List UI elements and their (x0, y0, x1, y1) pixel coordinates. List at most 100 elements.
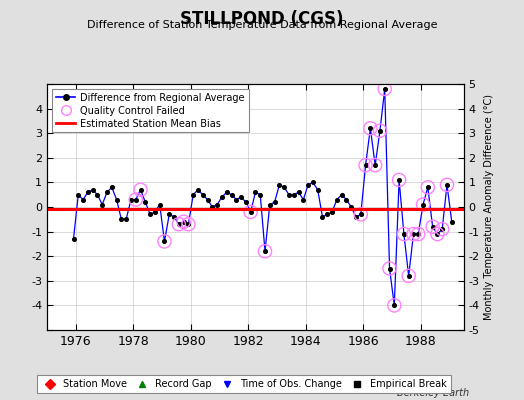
Point (429, 224, 437, 230)
Point (227, 192, 236, 198)
Point (423, 184, 432, 190)
Point (141, 199, 149, 205)
Point (261, 248, 269, 254)
Point (170, 214, 178, 220)
Point (429, 224, 437, 230)
Point (132, 196, 140, 203)
Point (93, 192, 102, 198)
Point (309, 179, 317, 186)
Point (395, 177, 403, 183)
Point (194, 186, 202, 193)
Point (337, 192, 346, 198)
Point (376, 128, 384, 134)
Point (179, 218, 188, 225)
Point (156, 201, 164, 208)
Point (290, 192, 298, 198)
Point (390, 302, 398, 309)
Point (203, 196, 212, 203)
Point (84, 189, 92, 196)
Legend: Station Move, Record Gap, Time of Obs. Change, Empirical Break: Station Move, Record Gap, Time of Obs. C… (37, 375, 451, 393)
Point (380, 86, 389, 92)
Point (113, 196, 121, 203)
Point (423, 184, 432, 190)
Text: Difference of Station Temperature Data from Regional Average: Difference of Station Temperature Data f… (87, 20, 437, 30)
Point (136, 186, 145, 193)
Point (151, 209, 159, 215)
Point (208, 204, 216, 210)
Point (371, 162, 379, 168)
Point (328, 209, 336, 215)
Point (275, 182, 283, 188)
Text: Berkeley Earth: Berkeley Earth (397, 388, 469, 398)
Point (103, 189, 111, 196)
Point (136, 186, 145, 193)
Point (189, 192, 198, 198)
Point (342, 196, 351, 203)
Point (165, 211, 173, 218)
Point (223, 189, 231, 196)
Point (362, 162, 370, 168)
Point (443, 182, 451, 188)
Point (385, 265, 394, 272)
Point (98, 201, 106, 208)
Point (184, 221, 193, 228)
Point (380, 86, 389, 92)
Point (299, 196, 308, 203)
Point (362, 162, 370, 168)
Point (146, 211, 154, 218)
Point (160, 238, 169, 245)
Point (218, 194, 226, 200)
Point (395, 177, 403, 183)
Legend: Difference from Regional Average, Quality Control Failed, Estimated Station Mean: Difference from Regional Average, Qualit… (52, 89, 248, 132)
Point (261, 248, 269, 254)
Point (89, 186, 97, 193)
Point (74, 192, 82, 198)
Point (246, 209, 255, 215)
Point (419, 201, 427, 208)
Point (252, 189, 260, 196)
Point (433, 231, 442, 237)
Point (294, 189, 303, 196)
Point (409, 231, 418, 237)
Point (447, 218, 456, 225)
Point (270, 199, 279, 205)
Point (117, 216, 126, 222)
Point (419, 201, 427, 208)
Point (132, 196, 140, 203)
Text: STILLPOND (CGS): STILLPOND (CGS) (180, 10, 344, 28)
Point (313, 186, 322, 193)
Point (438, 226, 446, 232)
Point (438, 226, 446, 232)
Point (409, 231, 418, 237)
Point (405, 273, 413, 279)
Point (333, 196, 341, 203)
Point (414, 231, 422, 237)
Point (357, 211, 365, 218)
Point (242, 199, 250, 205)
Point (160, 238, 169, 245)
Point (122, 216, 130, 222)
Point (285, 192, 293, 198)
Point (376, 128, 384, 134)
Point (184, 221, 193, 228)
Point (107, 184, 116, 190)
Point (347, 204, 355, 210)
Point (400, 231, 408, 237)
Point (199, 192, 207, 198)
Point (385, 265, 394, 272)
Point (366, 125, 375, 132)
Point (79, 196, 88, 203)
Point (405, 273, 413, 279)
Point (256, 192, 265, 198)
Point (414, 231, 422, 237)
Point (69, 236, 78, 242)
Point (357, 211, 365, 218)
Point (400, 231, 408, 237)
Point (433, 231, 442, 237)
Point (237, 194, 245, 200)
Y-axis label: Monthly Temperature Anomaly Difference (°C): Monthly Temperature Anomaly Difference (… (484, 94, 494, 320)
Point (318, 214, 326, 220)
Point (213, 201, 221, 208)
Point (266, 201, 274, 208)
Point (232, 196, 241, 203)
